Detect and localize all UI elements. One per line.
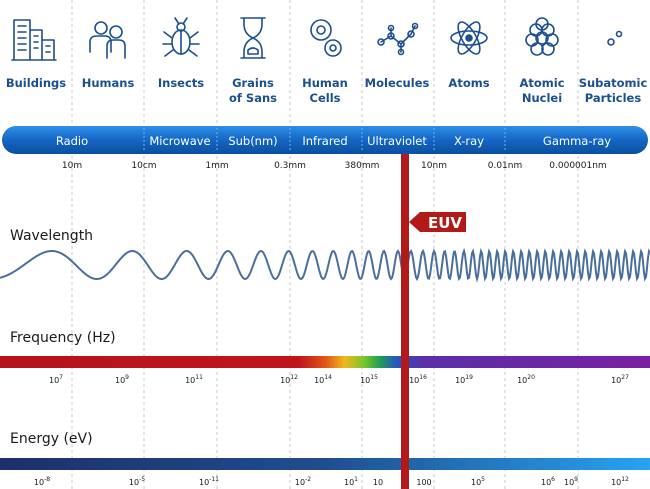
energy-tick: 10 (373, 478, 383, 487)
frequency-title: Frequency (Hz) (10, 330, 116, 346)
category-label-nucleus: Nuclei (522, 91, 562, 105)
energy-tick: 109 (564, 476, 578, 487)
category-label-subatomic: Particles (585, 91, 642, 105)
euv-label: EUV (428, 214, 462, 232)
column-dividers (71, 0, 579, 489)
insect-icon (162, 17, 200, 57)
wavelength-value: 380mm (345, 161, 380, 171)
wavelength-value: 10nm (421, 161, 447, 171)
hourglass-icon (240, 17, 266, 59)
wavelength-labels: 10m 10cm 1mm 0.3mm 380mm 10nm 0.01nm 0.000001nm (62, 161, 607, 171)
particle-icon (607, 30, 623, 46)
energy-title: Energy (eV) (10, 431, 93, 447)
atom-icon (450, 21, 488, 55)
category-label-subatomic: Subatomic (579, 76, 648, 90)
cells-icon (310, 19, 342, 57)
category-label-insect: Insects (158, 76, 204, 90)
wavelength-title: Wavelength (10, 228, 93, 244)
frequency-ticks: 107 109 1011 1012 1014 1015 1016 1019 1020 1027 (49, 374, 629, 385)
frequency-tick: 109 (115, 374, 129, 385)
band-label: X-ray (454, 134, 484, 148)
spectrum-band-bar (2, 126, 648, 154)
euv-flag (409, 212, 466, 232)
category-label-grain: Grains (232, 76, 274, 90)
band-label: Ultraviolet (367, 134, 427, 148)
band-label: Microwave (149, 134, 210, 148)
energy-ticks: 10-8 10-5 10-11 10-2 101 10 100 105 106 109 1012 (34, 476, 629, 487)
band-label: Infrared (302, 134, 347, 148)
frequency-tick: 1014 (314, 374, 332, 385)
energy-tick: 1012 (611, 476, 629, 487)
energy-tick: 10-11 (199, 476, 219, 487)
energy-tick: 106 (541, 476, 555, 487)
euv-marker-line (401, 154, 409, 489)
energy-tick: 10-5 (129, 476, 145, 487)
wavelength-value: 10cm (131, 161, 156, 171)
category-label-molecule: Molecules (365, 76, 430, 90)
category-icons (11, 17, 623, 61)
energy-tick: 105 (471, 476, 485, 487)
frequency-tick: 107 (49, 374, 63, 385)
energy-tick: 10-8 (34, 476, 50, 487)
frequency-tick: 1012 (280, 374, 298, 385)
wavelength-value: 10m (62, 161, 82, 171)
wavelength-value: 0.3mm (274, 161, 306, 171)
building-icon (11, 19, 57, 61)
frequency-tick: 1011 (185, 374, 203, 385)
wavelength-value: 0.01nm (488, 161, 523, 171)
frequency-tick: 1016 (409, 374, 427, 385)
frequency-bar (0, 356, 650, 368)
frequency-tick: 1027 (611, 374, 629, 385)
category-label-cell: Cells (310, 91, 341, 105)
wavelength-value: 1mm (205, 161, 228, 171)
frequency-tick: 1015 (360, 374, 378, 385)
band-label: Gamma-ray (543, 134, 611, 148)
category-label-atom: Atoms (448, 76, 489, 90)
wavelength-value: 0.000001nm (549, 161, 606, 171)
energy-tick: 10-2 (295, 476, 311, 487)
wavelength-wave (0, 247, 650, 283)
band-labels: Radio Microwave Sub(nm) Infrared Ultraviolet… (56, 128, 611, 152)
category-label-human: Humans (82, 76, 135, 90)
category-label-building: Buildings (6, 76, 66, 90)
category-label-grain: of Sans (229, 91, 277, 105)
band-label: Radio (56, 134, 88, 148)
molecule-icon (377, 22, 419, 56)
humans-icon (89, 21, 126, 59)
category-label-nucleus: Atomic (519, 76, 564, 90)
band-label: Sub(nm) (228, 134, 277, 148)
frequency-tick: 1020 (517, 374, 535, 385)
energy-tick: 100 (416, 478, 431, 487)
nucleus-icon (525, 17, 559, 56)
energy-bar (0, 458, 650, 470)
category-label-cell: Human (302, 76, 348, 90)
frequency-tick: 1019 (455, 374, 473, 385)
energy-tick: 101 (344, 476, 358, 487)
